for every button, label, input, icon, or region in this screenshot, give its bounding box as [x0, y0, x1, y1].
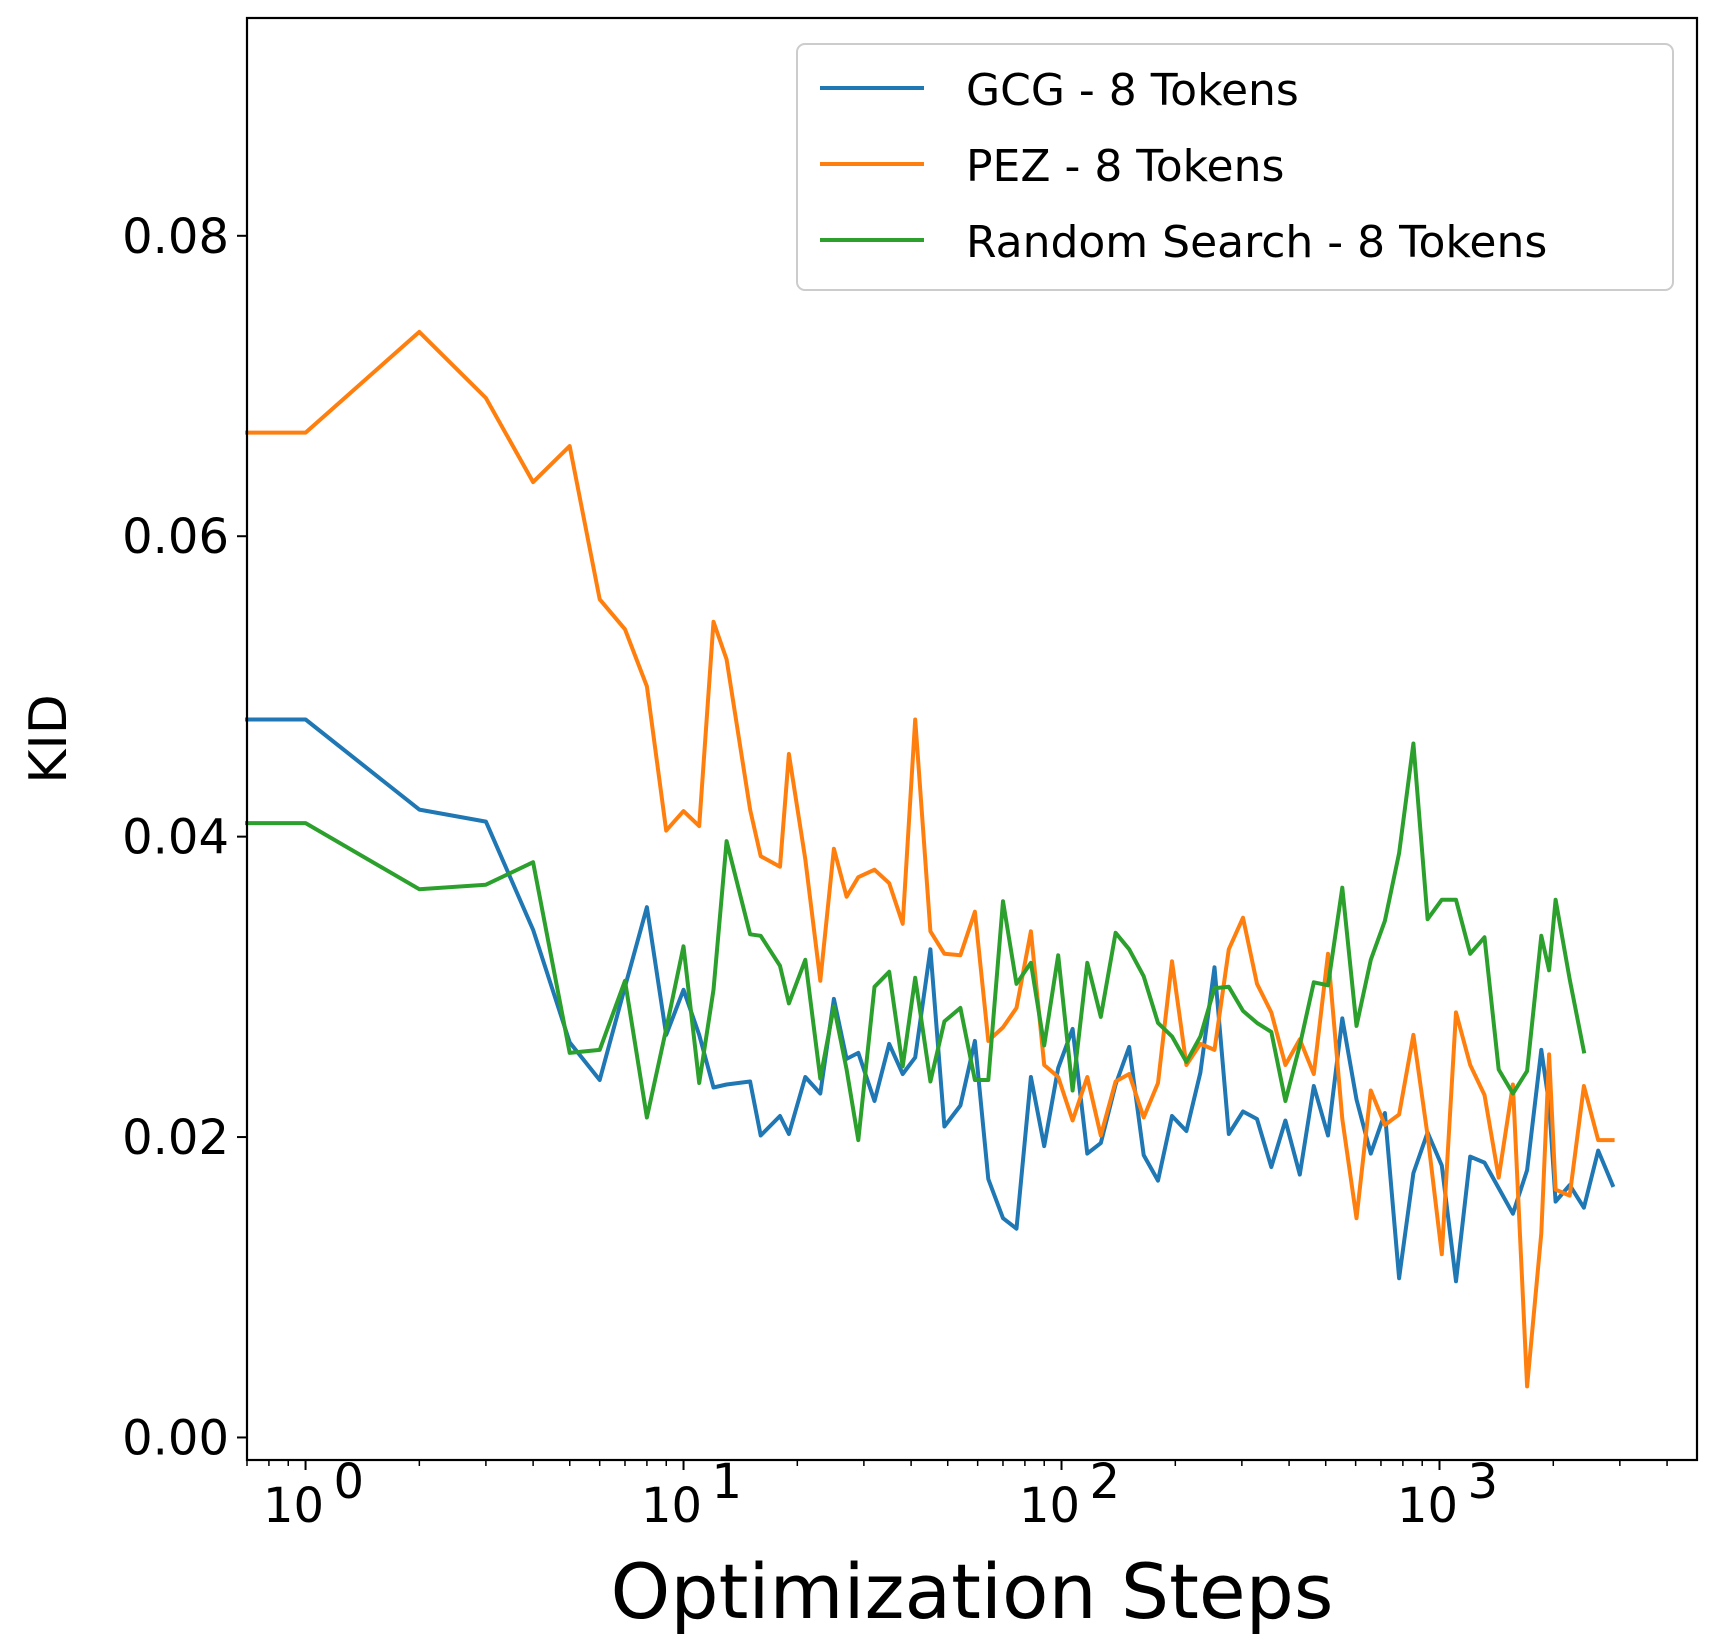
series-line-2 — [245, 329, 1615, 1389]
x-tick-label: 10 — [1019, 1478, 1080, 1534]
x-tick-label: 10 — [641, 1478, 702, 1534]
legend-label: PEZ - 8 Tokens — [966, 141, 1284, 192]
x-tick-exponent: 1 — [712, 1454, 743, 1510]
x-tick-exponent: 0 — [334, 1454, 365, 1510]
x-axis: 10 0 10 1 10 2 10 3 — [246, 1454, 1668, 1534]
x-tick-exponent: 3 — [1468, 1454, 1499, 1510]
y-axis-title: KID — [19, 694, 79, 783]
plot-frame — [245, 16, 1699, 1462]
x-tick-exponent: 2 — [1090, 1454, 1121, 1510]
legend: GCG - 8 Tokens PEZ - 8 Tokens Random Searc… — [796, 43, 1674, 291]
y-tick-label: 0.08 — [122, 209, 229, 265]
legend-frame — [796, 43, 1674, 291]
x-tick-label: 10 — [263, 1478, 324, 1534]
series-layer — [245, 329, 1616, 1389]
y-tick-label: 0.00 — [122, 1410, 229, 1466]
series-line-3 — [245, 741, 1587, 1143]
x-tick-label: 10 — [1397, 1478, 1458, 1534]
y-axis: 0.00 0.02 0.04 0.06 0.08 — [122, 209, 247, 1466]
y-tick-label: 0.06 — [122, 509, 229, 565]
legend-label: GCG - 8 Tokens — [966, 65, 1299, 116]
y-tick-label: 0.04 — [122, 810, 229, 866]
x-axis-title: Optimization Steps — [611, 1547, 1334, 1636]
y-tick-label: 0.02 — [122, 1110, 229, 1166]
legend-label: Random Search - 8 Tokens — [966, 217, 1547, 268]
